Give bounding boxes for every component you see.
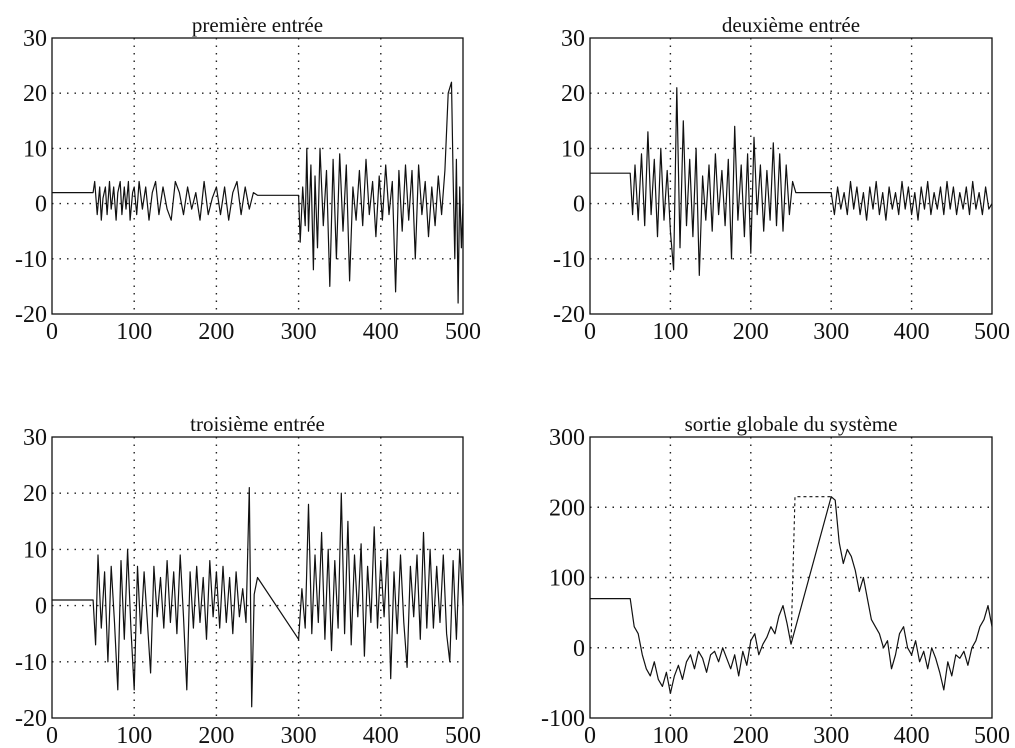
chart-troisieme-entree-y-tick-label: -10	[15, 650, 47, 676]
chart-troisieme-entree-x-tick-label: 300	[281, 723, 317, 748]
chart-sortie-globale-y-tick-label: 0	[573, 636, 585, 662]
chart-sortie-globale-y-tick-label: -100	[541, 706, 585, 732]
chart-deuxieme-entree-y-tick-label: -10	[553, 247, 585, 273]
chart-sortie-globale-x-tick-label: 200	[733, 723, 769, 748]
chart-troisieme-entree-x-tick-label: 500	[445, 723, 481, 748]
chart-sortie-globale-x-tick-label: 400	[894, 723, 930, 748]
chart-sortie-globale-title: sortie globale du système	[685, 412, 898, 436]
chart-premiere-entree-x-tick-label: 500	[445, 319, 481, 345]
chart-premiere-entree-x-tick-label: 0	[46, 319, 58, 345]
chart-premiere-entree-x-tick-label: 400	[363, 319, 399, 345]
chart-sortie-globale-x-tick-label: 300	[813, 723, 849, 748]
chart-sortie-globale-x-tick-label: 0	[584, 723, 596, 748]
chart-deuxieme-entree-x-tick-label: 0	[584, 319, 596, 345]
chart-sortie-globale-plot-frame	[589, 436, 993, 719]
chart-troisieme-entree-y-tick-label: 10	[23, 537, 47, 563]
chart-deuxieme-entree-y-tick-label: 10	[561, 136, 585, 162]
chart-premiere-entree-y-tick-label: 20	[23, 81, 47, 107]
chart-sortie-globale-y-tick-label: 100	[549, 566, 585, 592]
chart-sortie-globale-series-0	[590, 496, 993, 695]
chart-deuxieme-entree-x-tick-label: 300	[813, 319, 849, 345]
chart-deuxieme-entree-x-tick-label: 100	[652, 319, 688, 345]
chart-deuxieme-entree-x-tick-label: 500	[974, 319, 1010, 345]
chart-premiere-entree-x-tick-label: 300	[281, 319, 317, 345]
chart-sortie-globale-y-tick-label: 300	[549, 425, 585, 451]
chart-sortie-globale-y-tick-label: 200	[549, 495, 585, 521]
chart-premiere-entree-y-tick-label: -20	[15, 302, 47, 328]
chart-premiere-entree-y-tick-label: 0	[35, 192, 47, 218]
chart-troisieme-entree-x-tick-label: 0	[46, 723, 58, 748]
chart-premiere-entree-title: première entrée	[192, 13, 323, 37]
chart-sortie-globale-series-1	[790, 496, 832, 645]
chart-troisieme-entree-x-tick-label: 200	[198, 723, 234, 748]
chart-deuxieme-entree-series-0	[590, 87, 993, 276]
chart-premiere-entree-series-0	[52, 81, 464, 304]
chart-premiere-entree-y-tick-label: 30	[23, 26, 47, 52]
chart-deuxieme-entree-plot-frame	[589, 37, 993, 315]
chart-sortie-globale-x-tick-label: 100	[652, 723, 688, 748]
chart-premiere-entree-x-tick-label: 100	[116, 319, 152, 345]
chart-deuxieme-entree-x-tick-label: 400	[894, 319, 930, 345]
chart-deuxieme-entree-y-tick-label: 30	[561, 26, 585, 52]
chart-premiere-entree-y-tick-label: 10	[23, 136, 47, 162]
chart-troisieme-entree-y-tick-label: -20	[15, 706, 47, 732]
chart-troisieme-entree-y-tick-label: 30	[23, 425, 47, 451]
chart-troisieme-entree-y-tick-label: 20	[23, 481, 47, 507]
chart-sortie-globale-x-tick-label: 500	[974, 723, 1010, 748]
chart-deuxieme-entree-x-tick-label: 200	[733, 319, 769, 345]
chart-premiere-entree-y-tick-label: -10	[15, 247, 47, 273]
chart-troisieme-entree-y-tick-label: 0	[35, 594, 47, 620]
chart-premiere-entree-x-tick-label: 200	[198, 319, 234, 345]
chart-troisieme-entree-x-tick-label: 100	[116, 723, 152, 748]
chart-premiere-entree-plot-frame	[51, 37, 464, 315]
chart-deuxieme-entree-y-tick-label: 20	[561, 81, 585, 107]
chart-deuxieme-entree-y-tick-label: 0	[573, 192, 585, 218]
chart-deuxieme-entree-y-tick-label: -20	[553, 302, 585, 328]
chart-deuxieme-entree-title: deuxième entrée	[722, 13, 860, 37]
chart-troisieme-entree-title: troisième entrée	[190, 412, 325, 436]
chart-troisieme-entree-x-tick-label: 400	[363, 723, 399, 748]
chart-troisieme-entree-series-0	[52, 487, 464, 708]
chart-troisieme-entree-plot-frame	[51, 436, 464, 719]
